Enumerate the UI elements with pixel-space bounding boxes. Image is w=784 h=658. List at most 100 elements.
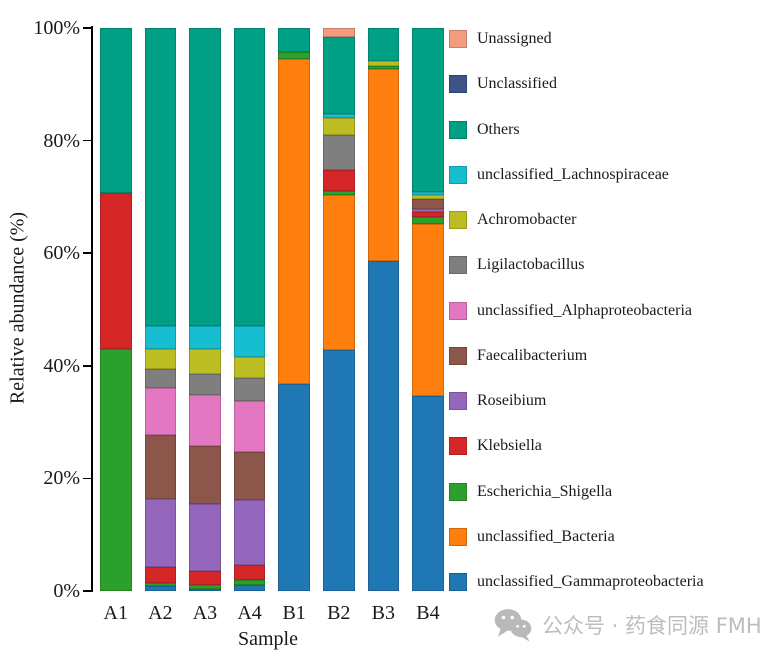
y-tick-mark (83, 252, 92, 254)
bar-segment-Others (278, 28, 310, 53)
legend-label: unclassified_Bacteria (477, 527, 615, 545)
bar-A1 (100, 28, 132, 591)
legend-item-Unassigned: Unassigned (449, 30, 704, 48)
bar-B2 (323, 28, 355, 591)
legend-swatch (449, 437, 467, 456)
bar-segment-unclassified_Bacteria (367, 69, 400, 262)
bar-segment-unclassified_Bacteria (412, 223, 444, 396)
legend-item-unclassified_Lachnospiraceae: unclassified_Lachnospiraceae (449, 165, 704, 184)
legend: Unassigned Unclassified Others unclassified… (449, 30, 704, 591)
legend-item-Faecalibacterium: Faecalibacterium (449, 346, 704, 365)
bar-segment-Escherichia_Shigella (189, 584, 221, 589)
bar-segment-unclassified_Bacteria (278, 58, 310, 384)
bar-segment-Escherichia_Shigella (412, 217, 444, 224)
legend-label: unclassified_Gammaproteobacteria (477, 573, 704, 590)
bar-segment-Others (144, 28, 177, 327)
bar-segment-Achromobacter (189, 349, 221, 375)
bar-segment-unclassified_Lachnospiraceae (189, 326, 221, 350)
bar-segment-Achromobacter (367, 61, 400, 67)
bar-segment-Others (233, 28, 266, 327)
bar-segment-Escherichia_Shigella (367, 66, 400, 70)
y-tick-mark (83, 590, 92, 592)
bar-segment-unclassified_Lachnospiraceae (144, 326, 177, 350)
bar-segment-Faecalibacterium (144, 434, 177, 500)
bar-segment-Faecalibacterium (233, 451, 266, 500)
bar-A3 (189, 28, 221, 591)
y-tick-mark (83, 365, 92, 367)
bar-segment-Escherichia_Shigella (100, 349, 132, 591)
bar-segment-Others (100, 28, 132, 193)
bar-segment-unclassified_Gammaproteobacteria (278, 383, 310, 591)
y-tick-label: 80% (43, 129, 80, 152)
bar-segment-unclassified_Lachnospiraceae (323, 113, 355, 118)
bar-segment-unclassified_Gammaproteobacteria (323, 350, 355, 591)
legend-label: Achromobacter (477, 211, 577, 228)
legend-swatch (449, 30, 467, 48)
bar-segment-Others (189, 28, 221, 327)
x-tick-label-B4: B4 (416, 602, 440, 624)
x-tick-label-A2: A2 (148, 602, 173, 624)
legend-item-Ligilactobacillus: Ligilactobacillus (449, 256, 704, 275)
bar-segment-Escherichia_Shigella (323, 191, 355, 195)
legend-label: unclassified_Lachnospiraceae (477, 165, 669, 183)
bar-segment-Klebsiella (233, 564, 266, 580)
y-axis-spine (91, 26, 93, 592)
y-tick-label: 0% (53, 580, 80, 602)
bar-B1 (278, 28, 310, 591)
legend-swatch (449, 346, 467, 365)
legend-swatch (449, 392, 467, 410)
bar-B3 (367, 28, 400, 591)
bar-segment-unclassified_Bacteria (323, 194, 355, 351)
y-tick-mark (83, 27, 92, 29)
bar-segment-Roseibium (412, 209, 444, 213)
y-tick-mark (83, 139, 92, 142)
legend-swatch (449, 527, 467, 546)
bar-segment-Klebsiella (100, 192, 132, 350)
bar-segment-Achromobacter (144, 349, 177, 369)
y-tick-label: 20% (43, 467, 80, 490)
bar-A4 (233, 28, 266, 591)
y-tick-label: 100% (33, 17, 80, 39)
legend-item-Unclassified: Unclassified (449, 75, 704, 94)
legend-swatch (449, 301, 467, 320)
legend-item-Klebsiella: Klebsiella (449, 437, 704, 456)
bar-segment-unclassified_Alphaproteobacteria (189, 394, 221, 446)
bar-segment-unclassified_Lachnospiraceae (412, 192, 444, 196)
legend-swatch (449, 211, 467, 229)
bar-segment-Others (367, 28, 400, 62)
bar-A2 (144, 28, 177, 591)
x-axis-title: Sample (238, 628, 298, 650)
bar-segment-Roseibium (189, 503, 221, 571)
legend-item-Escherichia_Shigella: Escherichia_Shigella (449, 482, 704, 501)
bar-segment-Ligilactobacillus (233, 377, 266, 401)
bar-segment-Klebsiella (323, 169, 355, 192)
bar-segment-unclassified_Alphaproteobacteria (233, 400, 266, 452)
bar-segment-unclassified_Gammaproteobacteria (367, 261, 400, 591)
x-tick-label-A1: A1 (103, 602, 128, 624)
legend-label: unclassified_Alphaproteobacteria (477, 301, 693, 319)
x-tick-label-B3: B3 (371, 602, 396, 624)
legend-swatch (449, 75, 467, 94)
legend-swatch (449, 256, 467, 275)
legend-label: Ligilactobacillus (477, 256, 585, 274)
bar-segment-Unassigned (323, 28, 355, 38)
bar-segment-unclassified_Gammaproteobacteria (412, 395, 444, 591)
bar-segment-Escherichia_Shigella (144, 583, 177, 586)
bar-segment-Achromobacter (323, 117, 355, 135)
bar-segment-Ligilactobacillus (323, 135, 355, 170)
legend-swatch (449, 573, 467, 591)
y-tick-label: 60% (43, 242, 80, 265)
legend-label: Unassigned (477, 30, 552, 47)
bar-segment-unclassified_Alphaproteobacteria (144, 387, 177, 435)
y-tick-mark (83, 477, 92, 480)
bar-segment-Klebsiella (144, 567, 177, 584)
bar-segment-Escherichia_Shigella (278, 52, 310, 59)
bar-segment-Klebsiella (189, 570, 221, 585)
legend-label: Faecalibacterium (477, 346, 588, 364)
y-tick-label: 40% (43, 354, 80, 377)
legend-label: Unclassified (477, 75, 557, 93)
x-tick-label-B1: B1 (282, 602, 306, 624)
wechat-icon (493, 607, 533, 643)
bar-segment-Achromobacter (233, 357, 266, 378)
